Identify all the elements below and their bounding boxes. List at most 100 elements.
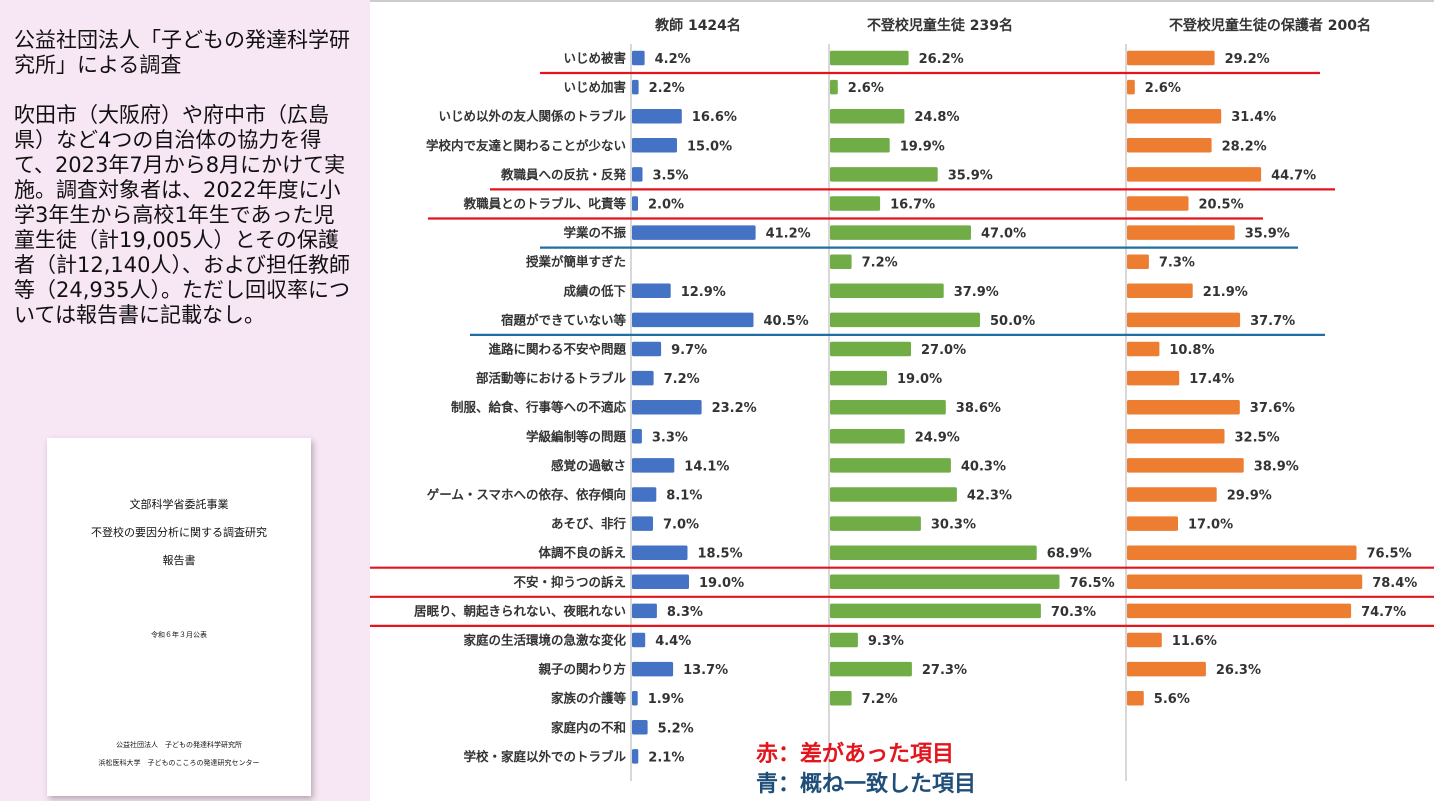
bar xyxy=(632,283,671,299)
category-label: 教職員とのトラブル、叱責等 xyxy=(463,196,627,211)
category-label: 成績の低下 xyxy=(563,283,626,298)
bar xyxy=(830,661,912,677)
value-label: 28.2% xyxy=(1222,139,1267,154)
value-label: 40.5% xyxy=(764,314,809,329)
category-label: 制服、給食、行事等への不適応 xyxy=(451,400,627,415)
bar xyxy=(632,167,643,182)
bar xyxy=(1127,458,1244,473)
value-label: 7.3% xyxy=(1159,256,1195,271)
bar xyxy=(830,516,921,531)
value-label: 27.0% xyxy=(921,343,966,358)
value-label: 44.7% xyxy=(1271,168,1316,183)
category-label: 進路に関わる不安や問題 xyxy=(488,342,626,357)
value-label: 20.5% xyxy=(1199,198,1244,213)
bar xyxy=(1127,574,1363,590)
value-label: 4.2% xyxy=(655,52,691,67)
bar xyxy=(632,661,674,677)
category-label: 教職員への反抗・反発 xyxy=(500,167,627,182)
bar xyxy=(632,370,654,386)
value-label: 26.3% xyxy=(1216,663,1261,678)
value-label: 35.9% xyxy=(1245,227,1290,242)
value-label: 70.3% xyxy=(1051,605,1096,620)
value-label: 42.3% xyxy=(967,489,1012,504)
value-label: 37.7% xyxy=(1250,314,1295,329)
value-label: 17.4% xyxy=(1189,372,1234,387)
value-label: 68.9% xyxy=(1047,547,1092,562)
value-label: 38.9% xyxy=(1254,459,1299,474)
bar xyxy=(1127,690,1144,706)
bar xyxy=(830,79,838,95)
value-label: 7.2% xyxy=(664,372,700,387)
bar xyxy=(830,574,1060,590)
bar xyxy=(632,574,689,590)
bar xyxy=(632,690,638,706)
value-label: 17.0% xyxy=(1188,518,1233,533)
value-label: 38.6% xyxy=(956,401,1001,416)
bar xyxy=(632,312,754,328)
category-label: 学業の不振 xyxy=(563,225,626,240)
value-label: 5.2% xyxy=(658,721,694,736)
bar xyxy=(632,341,662,357)
bar xyxy=(1127,138,1212,153)
bar xyxy=(1127,545,1357,560)
category-label: 家庭の生活環境の急激な変化 xyxy=(463,633,626,648)
bar xyxy=(632,458,675,473)
category-label: 家族の介護等 xyxy=(551,691,627,706)
value-label: 23.2% xyxy=(712,401,757,416)
value-label: 2.6% xyxy=(848,81,884,96)
value-label: 16.6% xyxy=(692,110,737,125)
value-label: 40.3% xyxy=(961,459,1006,474)
value-label: 8.3% xyxy=(667,605,703,620)
bar xyxy=(632,603,657,619)
bar xyxy=(1127,108,1222,124)
bar xyxy=(1127,196,1189,211)
bar xyxy=(830,458,951,473)
bar xyxy=(632,138,677,153)
category-label: 不安・抑うつの訴え xyxy=(513,574,626,589)
bar xyxy=(1127,487,1217,502)
category-label: いじめ以外の友人関係のトラブル xyxy=(438,109,626,124)
bar xyxy=(1127,399,1240,415)
category-label: 学級編制等の問題 xyxy=(526,429,627,444)
bar xyxy=(1127,225,1235,240)
bar xyxy=(632,108,682,124)
value-label: 15.0% xyxy=(687,139,732,154)
category-label: いじめ被害 xyxy=(563,51,626,66)
category-label: ゲーム・スマホへの依存、依存傾向 xyxy=(427,487,626,502)
value-label: 37.6% xyxy=(1250,401,1295,416)
bar xyxy=(632,749,639,764)
legend-blue: 青：概ね一致した項目 xyxy=(756,772,977,797)
bar xyxy=(1127,603,1352,619)
bar xyxy=(632,632,646,648)
category-label: あそび、非行 xyxy=(551,516,627,531)
bar xyxy=(1127,254,1149,269)
bar xyxy=(830,370,887,386)
category-label: いじめ加害 xyxy=(563,80,626,95)
bar xyxy=(830,429,905,444)
survey-description: 公益社団法人「子どもの発達科学研究所」による調査 吹田市（大阪府）や府中市（広島… xyxy=(14,28,350,327)
value-label: 2.0% xyxy=(648,198,684,213)
bar xyxy=(830,167,938,182)
bar xyxy=(830,632,858,648)
cover-line-commission: 文部科学省委託事業 xyxy=(129,498,229,511)
value-label: 2.6% xyxy=(1145,81,1181,96)
value-label: 2.2% xyxy=(649,81,685,96)
value-label: 2.1% xyxy=(648,750,684,765)
bar xyxy=(632,429,642,444)
value-label: 5.6% xyxy=(1154,692,1190,707)
bar xyxy=(830,341,911,357)
cover-line-org2: 浜松医科大学 子どものこころの発達研究センター xyxy=(98,759,260,767)
bar xyxy=(1127,312,1241,328)
category-label: 感覚の過敏さ xyxy=(551,458,626,473)
value-label: 19.9% xyxy=(900,139,945,154)
bar xyxy=(830,196,881,211)
value-label: 12.9% xyxy=(681,285,726,300)
category-label: 居眠り、朝起きられない、夜眠れない xyxy=(414,603,626,618)
bar xyxy=(1127,283,1193,299)
series-title: 教師 1424名 xyxy=(655,17,741,34)
bar xyxy=(830,312,980,328)
category-label: 授業が簡単すぎた xyxy=(526,254,626,269)
bar xyxy=(1127,516,1178,531)
category-label: 学校・家庭以外でのトラブル xyxy=(463,749,626,764)
category-label: 宿題ができていない等 xyxy=(501,312,627,327)
